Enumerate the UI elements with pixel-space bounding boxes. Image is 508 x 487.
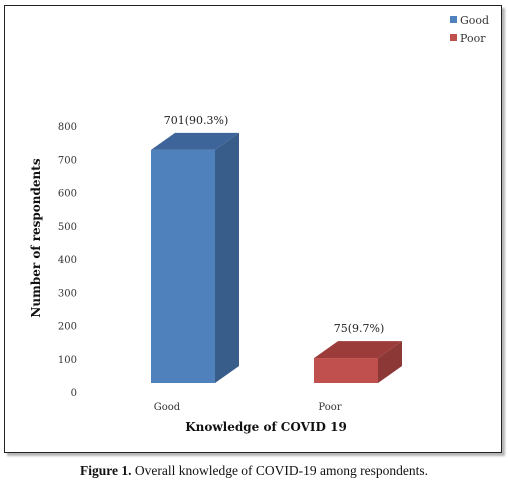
legend-swatch bbox=[450, 16, 457, 23]
data-labels: 701(90.3%) 75(9.7%) bbox=[164, 114, 385, 335]
chart-frame bbox=[4, 5, 502, 453]
y-tick-label: 200 bbox=[58, 322, 77, 333]
x-axis-title: Knowledge of COVID 19 bbox=[185, 420, 347, 434]
bar-side-face bbox=[378, 341, 402, 383]
caption-text: Overall knowledge of COVID-19 among resp… bbox=[131, 463, 429, 478]
y-axis-ticks: 0 100 200 300 400 500 600 700 800 bbox=[58, 122, 77, 399]
y-tick-label: 100 bbox=[58, 355, 77, 366]
y-tick-label: 700 bbox=[58, 155, 77, 166]
bar-poor bbox=[314, 341, 402, 383]
legend: Good Poor bbox=[450, 14, 489, 45]
y-tick-label: 800 bbox=[58, 122, 77, 133]
y-tick-label: 600 bbox=[58, 189, 77, 200]
legend-label: Good bbox=[460, 14, 489, 27]
y-tick-label: 300 bbox=[58, 288, 77, 299]
bar-front-face bbox=[314, 358, 378, 383]
x-axis-tick-labels: Good Poor bbox=[154, 402, 342, 413]
bar-side-face bbox=[215, 132, 239, 383]
y-tick-label: 400 bbox=[58, 255, 77, 266]
caption-label: Figure 1. bbox=[79, 463, 132, 478]
bar-front-face bbox=[151, 149, 215, 383]
bar-top-face bbox=[151, 132, 239, 150]
figure-caption: Figure 1. Overall knowledge of COVID-19 … bbox=[0, 463, 508, 479]
y-tick-label: 500 bbox=[58, 222, 77, 233]
y-tick-label: 0 bbox=[71, 388, 77, 399]
x-tick-label: Poor bbox=[318, 402, 341, 413]
legend-label: Poor bbox=[460, 32, 486, 45]
legend-swatch bbox=[450, 34, 457, 41]
data-label: 75(9.7%) bbox=[334, 322, 385, 335]
x-tick-label: Good bbox=[154, 402, 181, 413]
bar-top-face bbox=[314, 341, 402, 359]
bar-good bbox=[151, 132, 239, 383]
data-label: 701(90.3%) bbox=[164, 114, 229, 127]
bars bbox=[151, 132, 402, 383]
y-axis-title: Number of respondents bbox=[29, 158, 43, 317]
